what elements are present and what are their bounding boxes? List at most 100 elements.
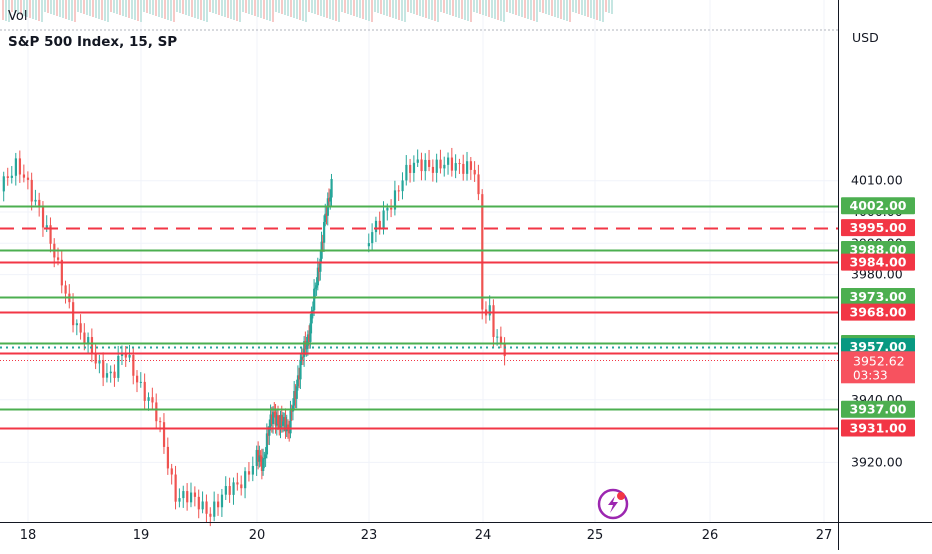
volume-bar bbox=[566, 0, 568, 21]
volume-bar bbox=[539, 0, 541, 12]
volume-bar bbox=[563, 0, 565, 20]
volume-bar bbox=[590, 0, 592, 18]
volume-bar bbox=[80, 0, 82, 13]
volume-bar bbox=[137, 0, 139, 21]
volume-bar bbox=[182, 0, 184, 14]
volume-bar bbox=[140, 0, 142, 22]
volume-bar bbox=[503, 0, 505, 22]
candle-body bbox=[2, 176, 5, 192]
notification-dot bbox=[617, 492, 625, 500]
volume-bar bbox=[530, 0, 532, 20]
candle-body bbox=[454, 163, 457, 171]
candle-body bbox=[280, 414, 283, 426]
x-tick-label: 27 bbox=[816, 528, 833, 543]
candle-body bbox=[272, 411, 275, 425]
volume-bar bbox=[482, 0, 484, 15]
candle-body bbox=[281, 421, 285, 426]
grid bbox=[0, 0, 838, 522]
candle-body bbox=[325, 213, 328, 216]
candle-body bbox=[189, 492, 193, 503]
volume-bar bbox=[521, 0, 523, 17]
last-price-bg bbox=[841, 351, 915, 384]
volume-bar bbox=[575, 0, 577, 13]
candle-body bbox=[318, 267, 321, 272]
candle-body bbox=[124, 352, 127, 358]
volume-bar bbox=[518, 0, 520, 16]
candle-body bbox=[469, 161, 473, 170]
volume-bar bbox=[443, 0, 445, 13]
volume-bars bbox=[2, 0, 613, 22]
volume-bar bbox=[101, 0, 103, 20]
volume-bar bbox=[611, 0, 613, 14]
candle-body bbox=[14, 158, 17, 176]
currency-label: USD bbox=[852, 30, 879, 45]
candle-body bbox=[79, 323, 82, 333]
volume-bar bbox=[89, 0, 91, 16]
candle-body bbox=[244, 471, 247, 489]
level-label-3937.00: 3937.00 bbox=[850, 402, 907, 417]
candle-body bbox=[393, 190, 397, 210]
candle-body bbox=[488, 305, 491, 316]
candle-body bbox=[310, 310, 313, 324]
volume-bar bbox=[605, 0, 607, 12]
candle-body bbox=[286, 424, 290, 429]
volume-bar bbox=[383, 0, 385, 15]
countdown-label: 03:33 bbox=[853, 368, 888, 382]
volume-bar bbox=[299, 0, 301, 20]
volume-bar bbox=[422, 0, 424, 17]
volume-label: Vol bbox=[8, 9, 28, 24]
volume-bar bbox=[389, 0, 391, 17]
x-tick-label: 24 bbox=[475, 528, 492, 543]
volume-bar bbox=[434, 0, 436, 21]
candle-body bbox=[193, 492, 197, 497]
candle-body bbox=[209, 513, 212, 517]
candle-body bbox=[26, 177, 30, 180]
candle-body bbox=[18, 158, 22, 175]
candle-body bbox=[6, 176, 9, 178]
candle-body bbox=[284, 417, 287, 432]
volume-bar bbox=[2, 0, 4, 20]
candle-body bbox=[409, 164, 412, 173]
volume-bar bbox=[452, 0, 454, 16]
volume-bar bbox=[269, 0, 271, 21]
candle-body bbox=[275, 415, 278, 426]
level-label-3937.00-bg bbox=[841, 400, 915, 418]
volume-bar bbox=[527, 0, 529, 19]
candle-body bbox=[306, 334, 310, 346]
volume-bar bbox=[65, 0, 67, 19]
volume-bar bbox=[218, 0, 220, 15]
volume-bar bbox=[425, 0, 427, 18]
candle-body bbox=[329, 197, 332, 202]
candle-body bbox=[431, 166, 435, 173]
candle-body bbox=[94, 354, 97, 364]
volume-bar bbox=[107, 0, 109, 22]
volume-bar bbox=[560, 0, 562, 19]
candle-body bbox=[321, 241, 324, 243]
volume-bar bbox=[602, 0, 604, 22]
volume-bar bbox=[437, 0, 439, 22]
candle-body bbox=[41, 207, 45, 228]
volume-bar bbox=[407, 0, 409, 12]
volume-bar bbox=[467, 0, 469, 21]
y-tick-label: 3920.00 bbox=[851, 454, 903, 469]
candle-body bbox=[265, 433, 269, 455]
candle-body bbox=[473, 169, 476, 175]
volume-bar bbox=[170, 0, 172, 21]
volume-bar bbox=[497, 0, 499, 20]
volume-bar bbox=[362, 0, 364, 19]
volume-bar bbox=[74, 0, 76, 22]
volume-bar bbox=[203, 0, 205, 21]
volume-bar bbox=[53, 0, 55, 15]
candle-body bbox=[319, 258, 322, 272]
candle-body bbox=[155, 402, 158, 422]
volume-bar bbox=[95, 0, 97, 18]
volume-bar bbox=[68, 0, 70, 20]
volume-bar bbox=[110, 0, 112, 12]
candle-body bbox=[30, 179, 33, 202]
candle-body bbox=[296, 375, 300, 387]
alert-badge[interactable] bbox=[597, 488, 629, 520]
candle-body bbox=[72, 302, 75, 326]
candle-body bbox=[117, 355, 120, 378]
